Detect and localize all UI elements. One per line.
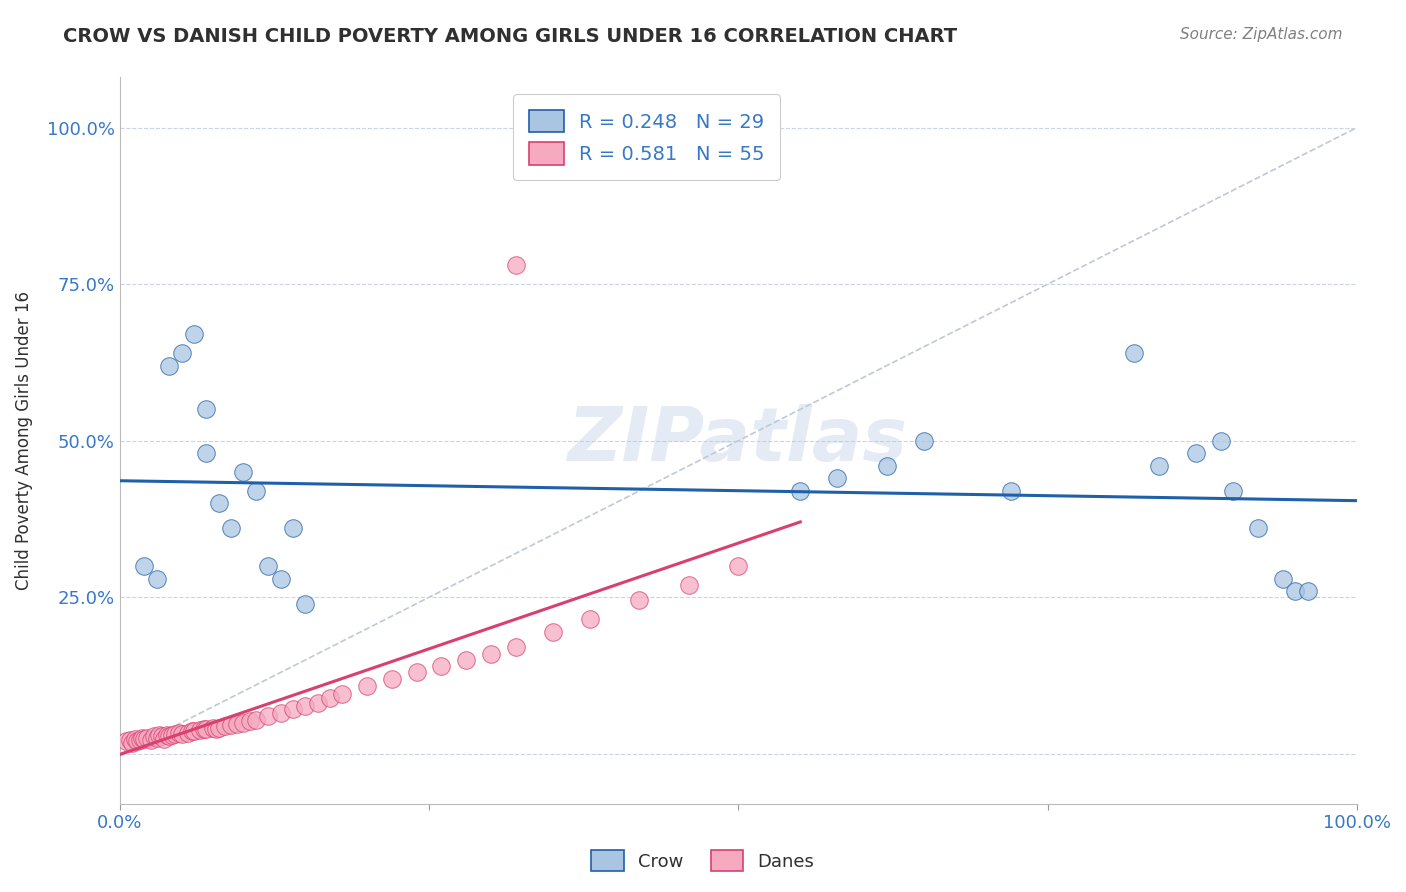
Point: [136, 731, 159, 745]
Point: [1147, 458, 1170, 473]
Point: [270, 706, 292, 720]
Point: [177, 725, 200, 739]
Point: [1222, 483, 1244, 498]
Point: [134, 731, 156, 746]
Point: [195, 722, 218, 736]
Point: [281, 521, 304, 535]
Point: [146, 572, 169, 586]
Point: [281, 702, 304, 716]
Point: [153, 731, 176, 746]
Point: [1247, 521, 1270, 535]
Point: [245, 713, 267, 727]
Point: [270, 572, 292, 586]
Point: [156, 728, 179, 742]
Point: [157, 729, 180, 743]
Point: [479, 647, 502, 661]
Point: [332, 687, 354, 701]
Point: [1185, 446, 1208, 460]
Point: [124, 731, 146, 746]
Point: [205, 722, 228, 736]
Point: [183, 327, 205, 342]
Point: [430, 659, 453, 673]
Point: [789, 483, 811, 498]
Point: [208, 721, 231, 735]
Point: [827, 471, 849, 485]
Point: [294, 699, 316, 714]
Text: ZIPatlas: ZIPatlas: [568, 404, 908, 477]
Point: [170, 346, 193, 360]
Point: [239, 714, 262, 729]
Legend: Crow, Danes: Crow, Danes: [583, 843, 823, 879]
Point: [208, 496, 231, 510]
Point: [245, 483, 267, 498]
Point: [193, 722, 215, 736]
Point: [727, 559, 749, 574]
Point: [505, 258, 527, 272]
Point: [170, 727, 193, 741]
Point: [1000, 483, 1022, 498]
Point: [1123, 346, 1146, 360]
Point: [150, 729, 173, 743]
Legend: R = 0.248   N = 29, R = 0.581   N = 55: R = 0.248 N = 29, R = 0.581 N = 55: [513, 95, 780, 180]
Point: [125, 734, 148, 748]
Text: CROW VS DANISH CHILD POVERTY AMONG GIRLS UNDER 16 CORRELATION CHART: CROW VS DANISH CHILD POVERTY AMONG GIRLS…: [63, 27, 957, 45]
Point: [121, 736, 143, 750]
Point: [1284, 584, 1306, 599]
Point: [294, 597, 316, 611]
Point: [1271, 572, 1294, 586]
Point: [232, 715, 254, 730]
Point: [148, 728, 170, 742]
Point: [214, 719, 236, 733]
Point: [160, 728, 183, 742]
Point: [201, 721, 224, 735]
Point: [678, 578, 700, 592]
Point: [356, 679, 378, 693]
Point: [257, 709, 280, 723]
Point: [128, 733, 150, 747]
Point: [115, 734, 138, 748]
Text: Source: ZipAtlas.com: Source: ZipAtlas.com: [1180, 27, 1343, 42]
Point: [579, 612, 602, 626]
Point: [195, 446, 218, 460]
Point: [143, 729, 166, 743]
Point: [912, 434, 935, 448]
Point: [180, 724, 202, 739]
Point: [131, 731, 153, 746]
Point: [257, 559, 280, 574]
Point: [146, 731, 169, 745]
Point: [456, 653, 478, 667]
Point: [541, 624, 564, 639]
Point: [118, 733, 141, 747]
Point: [139, 733, 162, 747]
Point: [232, 465, 254, 479]
Point: [1296, 584, 1319, 599]
Point: [157, 359, 180, 373]
Point: [628, 593, 651, 607]
Point: [381, 672, 404, 686]
Point: [165, 727, 187, 741]
Point: [195, 402, 218, 417]
Point: [188, 723, 211, 737]
Point: [405, 665, 427, 680]
Point: [134, 559, 156, 574]
Point: [219, 718, 242, 732]
Point: [307, 696, 329, 710]
Y-axis label: Child Poverty Among Girls Under 16: Child Poverty Among Girls Under 16: [15, 291, 32, 591]
Point: [183, 724, 205, 739]
Point: [876, 458, 898, 473]
Point: [167, 725, 190, 739]
Point: [219, 521, 242, 535]
Point: [319, 690, 342, 705]
Point: [226, 716, 249, 731]
Point: [1209, 434, 1232, 448]
Point: [505, 640, 527, 655]
